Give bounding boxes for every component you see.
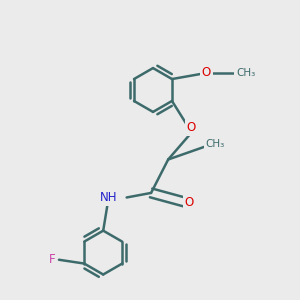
Text: F: F: [49, 253, 55, 266]
Text: O: O: [184, 196, 194, 209]
Text: O: O: [202, 66, 211, 79]
Text: CH₃: CH₃: [206, 139, 225, 149]
Text: NH: NH: [100, 191, 118, 204]
Text: CH₃: CH₃: [236, 68, 255, 78]
Text: O: O: [187, 121, 196, 134]
